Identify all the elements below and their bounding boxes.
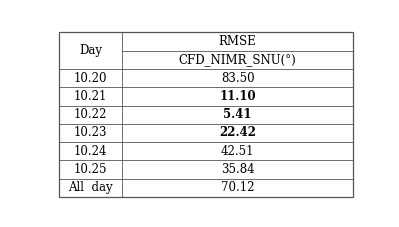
- Text: 22.42: 22.42: [219, 126, 256, 139]
- Text: 35.84: 35.84: [221, 163, 255, 176]
- Text: Day: Day: [79, 44, 102, 57]
- Text: 83.50: 83.50: [221, 72, 255, 85]
- Text: 10.23: 10.23: [74, 126, 107, 139]
- Text: 10.21: 10.21: [74, 90, 107, 103]
- Text: 10.25: 10.25: [74, 163, 107, 176]
- Text: 5.41: 5.41: [223, 108, 252, 121]
- Text: 10.20: 10.20: [74, 72, 107, 85]
- Text: All  day: All day: [68, 181, 113, 194]
- Text: 70.12: 70.12: [221, 181, 255, 194]
- Text: RMSE: RMSE: [219, 35, 257, 48]
- Text: 11.10: 11.10: [219, 90, 256, 103]
- Text: 10.24: 10.24: [74, 145, 107, 158]
- Text: CFD_NIMR_SNU(°): CFD_NIMR_SNU(°): [179, 53, 296, 66]
- Text: 10.22: 10.22: [74, 108, 107, 121]
- Text: 42.51: 42.51: [221, 145, 255, 158]
